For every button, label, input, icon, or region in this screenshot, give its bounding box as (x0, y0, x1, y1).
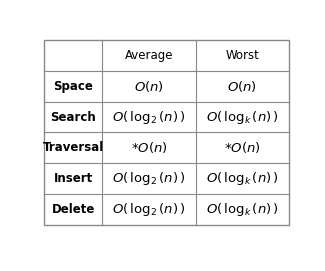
Text: $*\mathit{O}(n)$: $*\mathit{O}(n)$ (131, 140, 167, 155)
Text: Space: Space (53, 80, 93, 93)
Text: $\mathit{O}(\,\log_k(n)\,)$: $\mathit{O}(\,\log_k(n)\,)$ (206, 108, 279, 125)
Text: $\mathit{O}(\,\log_k(n)\,)$: $\mathit{O}(\,\log_k(n)\,)$ (206, 170, 279, 187)
Text: Search: Search (50, 111, 96, 124)
Text: $\mathit{O}(\,\log_2(n)\,)$: $\mathit{O}(\,\log_2(n)\,)$ (112, 108, 186, 125)
Text: Worst: Worst (225, 49, 259, 62)
Text: $\mathit{O}(\,\log_2(n)\,)$: $\mathit{O}(\,\log_2(n)\,)$ (112, 170, 186, 187)
Bar (45, 40, 289, 225)
Text: $\mathit{O}(n)$: $\mathit{O}(n)$ (134, 79, 164, 94)
Text: $\mathit{O}(n)$: $\mathit{O}(n)$ (227, 79, 257, 94)
Text: Delete: Delete (51, 203, 95, 216)
Text: $*\mathit{O}(n)$: $*\mathit{O}(n)$ (224, 140, 261, 155)
Text: $\mathit{O}(\,\log_2(n)\,)$: $\mathit{O}(\,\log_2(n)\,)$ (112, 201, 186, 218)
Text: Traversal: Traversal (43, 141, 104, 154)
Text: $\mathit{O}(\,\log_k(n)\,)$: $\mathit{O}(\,\log_k(n)\,)$ (206, 201, 279, 218)
Text: Average: Average (124, 49, 173, 62)
Text: Insert: Insert (54, 172, 93, 185)
